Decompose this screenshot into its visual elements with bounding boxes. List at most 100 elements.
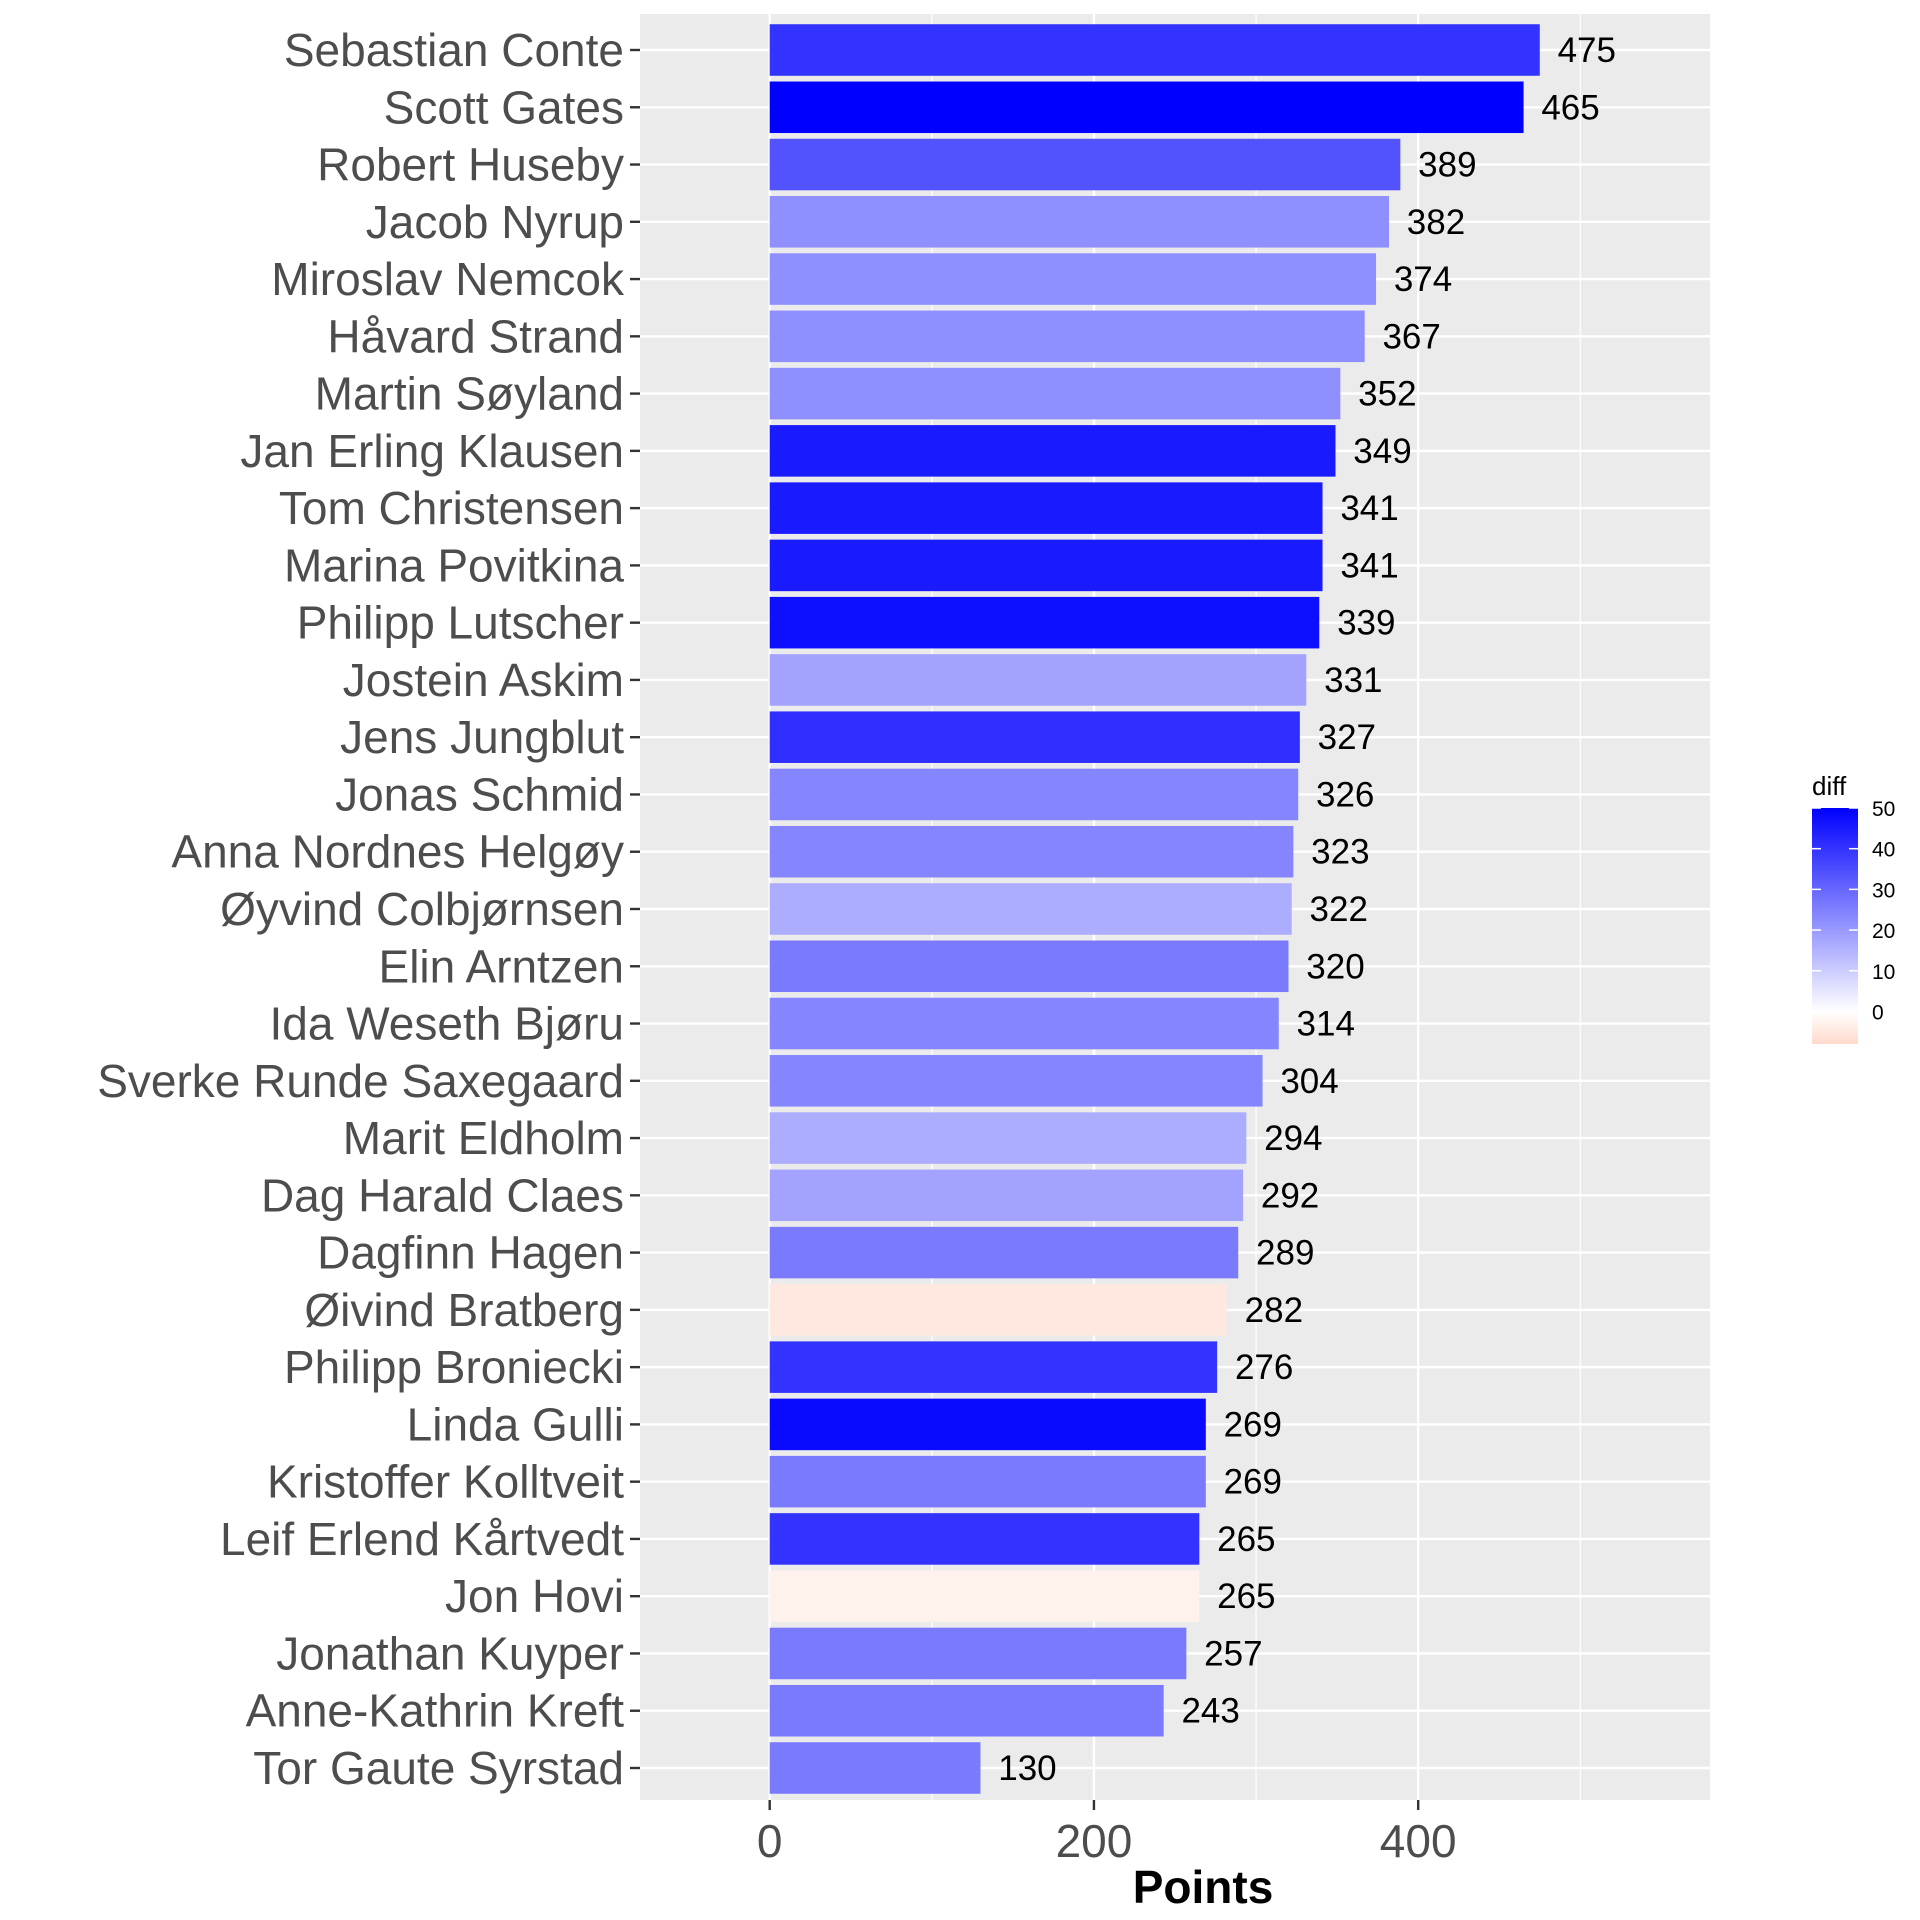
bar bbox=[769, 1284, 1227, 1336]
data-label: 339 bbox=[1337, 604, 1395, 643]
bar bbox=[769, 539, 1323, 592]
legend-tick-label: 10 bbox=[1872, 961, 1895, 984]
category-label: Kristoffer Kolltveit bbox=[267, 1456, 624, 1508]
bar bbox=[769, 1513, 1200, 1565]
category-label: Jens Jungblut bbox=[340, 711, 624, 763]
legend-tick-label: 0 bbox=[1872, 1001, 1884, 1024]
bar bbox=[769, 711, 1300, 763]
category-label: Jacob Nyrup bbox=[366, 196, 624, 248]
legend-tick-label: 40 bbox=[1872, 839, 1895, 862]
bar bbox=[769, 196, 1389, 248]
data-label: 320 bbox=[1306, 947, 1364, 986]
bar bbox=[769, 1398, 1206, 1451]
legend-tick-label: 30 bbox=[1872, 879, 1895, 902]
bar bbox=[769, 1055, 1263, 1107]
bar bbox=[769, 997, 1279, 1050]
data-label: 257 bbox=[1204, 1634, 1262, 1673]
bar bbox=[769, 138, 1401, 191]
data-label: 276 bbox=[1235, 1348, 1293, 1387]
data-label: 327 bbox=[1318, 718, 1376, 757]
bar bbox=[769, 425, 1336, 477]
data-label: 269 bbox=[1224, 1405, 1282, 1444]
category-label: Tom Christensen bbox=[279, 482, 624, 534]
bar bbox=[769, 253, 1377, 305]
category-label: Ida Weseth Bjøru bbox=[269, 998, 624, 1050]
bar bbox=[769, 310, 1365, 363]
bar bbox=[769, 1684, 1164, 1737]
bar bbox=[769, 1169, 1244, 1222]
bars bbox=[769, 24, 1540, 1794]
bar bbox=[769, 1455, 1206, 1508]
bar bbox=[769, 367, 1341, 420]
legend-colorbar bbox=[1812, 808, 1858, 1044]
category-label: Anne-Kathrin Kreft bbox=[246, 1685, 625, 1737]
data-label: 367 bbox=[1382, 317, 1440, 356]
x-tick-label: 0 bbox=[757, 1815, 783, 1867]
category-label: Philipp Broniecki bbox=[284, 1341, 624, 1393]
category-label: Jostein Askim bbox=[343, 654, 624, 706]
category-label: Leif Erlend Kårtvedt bbox=[220, 1513, 624, 1565]
category-label: Philipp Lutscher bbox=[297, 597, 624, 649]
data-label: 349 bbox=[1353, 432, 1411, 471]
category-label: Robert Huseby bbox=[317, 139, 624, 191]
bar bbox=[769, 883, 1292, 935]
data-labels: 475 465 389 382 374 367 352 349 341 341 339 331 327 3… bbox=[998, 31, 1616, 1788]
category-label: Jonathan Kuyper bbox=[276, 1627, 624, 1679]
bar bbox=[769, 654, 1307, 706]
category-label: Miroslav Nemcok bbox=[271, 253, 625, 305]
data-label: 289 bbox=[1256, 1234, 1314, 1273]
category-label: Tor Gaute Syrstad bbox=[253, 1742, 624, 1794]
category-label: Håvard Strand bbox=[327, 310, 624, 362]
data-label: 314 bbox=[1297, 1005, 1355, 1044]
category-label: Martin Søyland bbox=[315, 368, 624, 420]
data-label: 323 bbox=[1311, 833, 1369, 872]
bar bbox=[769, 1742, 981, 1794]
category-label: Jon Hovi bbox=[445, 1570, 624, 1622]
category-label: Øyvind Colbjørnsen bbox=[220, 883, 624, 935]
data-label: 294 bbox=[1264, 1119, 1322, 1158]
bar bbox=[769, 596, 1320, 649]
category-label: Elin Arntzen bbox=[379, 940, 624, 992]
data-label: 265 bbox=[1217, 1577, 1275, 1616]
data-label: 292 bbox=[1261, 1176, 1319, 1215]
category-label: Marina Povitkina bbox=[284, 539, 624, 591]
data-label: 382 bbox=[1407, 203, 1465, 242]
x-tick-label: 200 bbox=[1056, 1815, 1133, 1867]
x-axis: 0 200 400 bbox=[757, 1800, 1457, 1867]
data-label: 341 bbox=[1340, 546, 1398, 585]
category-label: Dag Harald Claes bbox=[261, 1169, 624, 1221]
x-tick-label: 400 bbox=[1380, 1815, 1457, 1867]
data-label: 269 bbox=[1224, 1463, 1282, 1502]
bar bbox=[769, 1341, 1218, 1393]
data-label: 322 bbox=[1310, 890, 1368, 929]
category-label: Dagfinn Hagen bbox=[317, 1227, 624, 1279]
data-label: 130 bbox=[998, 1749, 1056, 1788]
data-label: 352 bbox=[1358, 375, 1416, 414]
data-label: 374 bbox=[1394, 260, 1452, 299]
category-label: Sebastian Conte bbox=[284, 24, 624, 76]
data-label: 331 bbox=[1324, 661, 1382, 700]
legend: diff 50 40 30 20 10 0 bbox=[1812, 771, 1895, 1044]
bar bbox=[769, 1112, 1247, 1164]
bar bbox=[769, 81, 1524, 134]
data-label: 243 bbox=[1181, 1692, 1239, 1731]
bar bbox=[769, 768, 1299, 821]
category-label: Marit Eldholm bbox=[343, 1112, 624, 1164]
data-label: 265 bbox=[1217, 1520, 1275, 1559]
bar bbox=[769, 482, 1323, 534]
category-label: Linda Gulli bbox=[407, 1398, 624, 1450]
legend-title: diff bbox=[1812, 771, 1847, 801]
legend-tick-label: 20 bbox=[1872, 920, 1895, 943]
data-label: 282 bbox=[1245, 1291, 1303, 1330]
legend-tick-label: 50 bbox=[1872, 798, 1895, 821]
category-label: Anna Nordnes Helgøy bbox=[171, 826, 624, 878]
data-label: 389 bbox=[1418, 146, 1476, 185]
category-label: Sverke Runde Saxegaard bbox=[97, 1055, 624, 1107]
data-label: 326 bbox=[1316, 775, 1374, 814]
data-label: 304 bbox=[1280, 1062, 1338, 1101]
category-label: Scott Gates bbox=[384, 81, 624, 133]
category-label: Jan Erling Klausen bbox=[240, 425, 624, 477]
x-axis-title: Points bbox=[1133, 1861, 1274, 1913]
